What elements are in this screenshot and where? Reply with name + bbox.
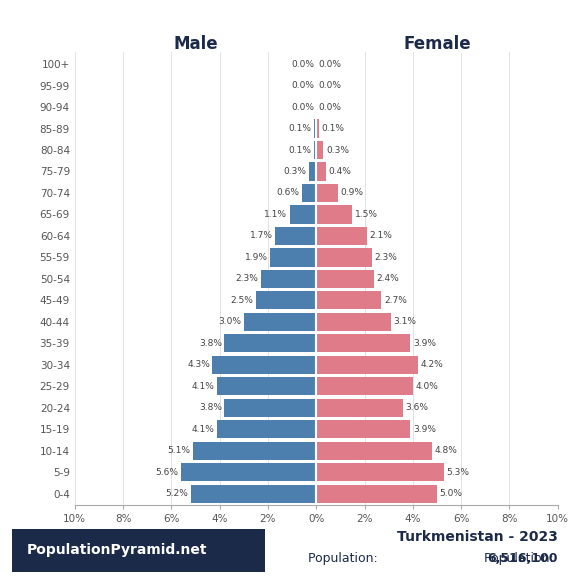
Bar <box>316 485 437 503</box>
Bar <box>217 377 316 396</box>
Text: 2.5%: 2.5% <box>231 296 254 305</box>
Text: 0.3%: 0.3% <box>283 167 306 176</box>
Text: 2.7%: 2.7% <box>384 296 407 305</box>
Text: 5.1%: 5.1% <box>168 446 191 455</box>
Text: 0.0%: 0.0% <box>318 60 341 69</box>
Bar <box>290 205 316 224</box>
Bar <box>314 141 316 159</box>
Bar <box>212 356 316 374</box>
Bar <box>316 334 411 353</box>
Text: 6,516,100: 6,516,100 <box>487 553 558 565</box>
Bar <box>316 313 391 331</box>
Text: 1.5%: 1.5% <box>355 210 378 219</box>
Bar <box>316 463 444 481</box>
Text: 1.9%: 1.9% <box>245 253 268 262</box>
Text: Turkmenistan - 2023: Turkmenistan - 2023 <box>397 530 558 544</box>
Text: 3.8%: 3.8% <box>199 339 222 348</box>
Text: 3.6%: 3.6% <box>405 403 428 413</box>
Text: 0.0%: 0.0% <box>318 103 341 112</box>
Bar <box>302 184 316 202</box>
Bar <box>275 227 316 245</box>
Bar <box>316 399 403 417</box>
Bar <box>316 205 352 224</box>
Text: 0.1%: 0.1% <box>289 145 312 155</box>
Text: 0.4%: 0.4% <box>328 167 351 176</box>
Bar <box>316 184 338 202</box>
Bar <box>314 120 316 138</box>
Bar <box>316 162 326 181</box>
Bar <box>244 313 316 331</box>
Text: 4.1%: 4.1% <box>192 382 215 391</box>
Text: 0.0%: 0.0% <box>292 81 315 90</box>
Text: 3.8%: 3.8% <box>199 403 222 413</box>
Bar <box>316 442 432 460</box>
Text: Population:: Population: <box>484 553 558 565</box>
Text: 4.1%: 4.1% <box>192 425 215 434</box>
Bar <box>316 356 417 374</box>
Text: 2.3%: 2.3% <box>374 253 397 262</box>
Bar <box>270 248 316 267</box>
Text: 4.8%: 4.8% <box>435 446 458 455</box>
Text: 4.2%: 4.2% <box>420 360 443 370</box>
Text: 5.0%: 5.0% <box>439 489 462 498</box>
Text: 5.6%: 5.6% <box>156 468 179 476</box>
Text: 0.6%: 0.6% <box>277 188 300 198</box>
Text: 0.0%: 0.0% <box>318 81 341 90</box>
Text: 3.0%: 3.0% <box>218 317 242 327</box>
Text: 5.3%: 5.3% <box>447 468 470 476</box>
Bar <box>224 334 316 353</box>
Text: 2.4%: 2.4% <box>377 274 400 284</box>
Text: 0.3%: 0.3% <box>326 145 349 155</box>
Bar <box>316 291 381 310</box>
Text: 3.9%: 3.9% <box>413 425 436 434</box>
Bar <box>224 399 316 417</box>
Text: 4.3%: 4.3% <box>187 360 210 370</box>
Text: 2.3%: 2.3% <box>235 274 258 284</box>
Text: 3.9%: 3.9% <box>413 339 436 348</box>
Bar <box>191 485 316 503</box>
Text: 2.1%: 2.1% <box>369 231 392 241</box>
Text: Male: Male <box>173 35 218 52</box>
Text: 0.1%: 0.1% <box>289 124 312 133</box>
Bar <box>193 442 316 460</box>
Text: Female: Female <box>403 35 471 52</box>
Text: PopulationPyramid.net: PopulationPyramid.net <box>26 543 207 558</box>
Bar <box>316 120 319 138</box>
Text: 3.1%: 3.1% <box>393 317 416 327</box>
Bar <box>217 420 316 438</box>
Bar <box>316 270 374 288</box>
Text: 0.0%: 0.0% <box>292 60 315 69</box>
Text: 5.2%: 5.2% <box>166 489 188 498</box>
Text: 0.9%: 0.9% <box>340 188 363 198</box>
Text: 1.1%: 1.1% <box>264 210 288 219</box>
Bar <box>316 377 413 396</box>
Bar <box>260 270 316 288</box>
Text: 0.1%: 0.1% <box>321 124 344 133</box>
Bar <box>316 248 372 267</box>
Text: 4.0%: 4.0% <box>415 382 438 391</box>
Bar <box>181 463 316 481</box>
Text: 0.0%: 0.0% <box>292 103 315 112</box>
Bar <box>316 227 367 245</box>
Bar <box>316 141 324 159</box>
Bar <box>316 420 411 438</box>
Bar <box>309 162 316 181</box>
Text: 1.7%: 1.7% <box>250 231 273 241</box>
Text: Population:: Population: <box>308 553 381 565</box>
Bar <box>256 291 316 310</box>
